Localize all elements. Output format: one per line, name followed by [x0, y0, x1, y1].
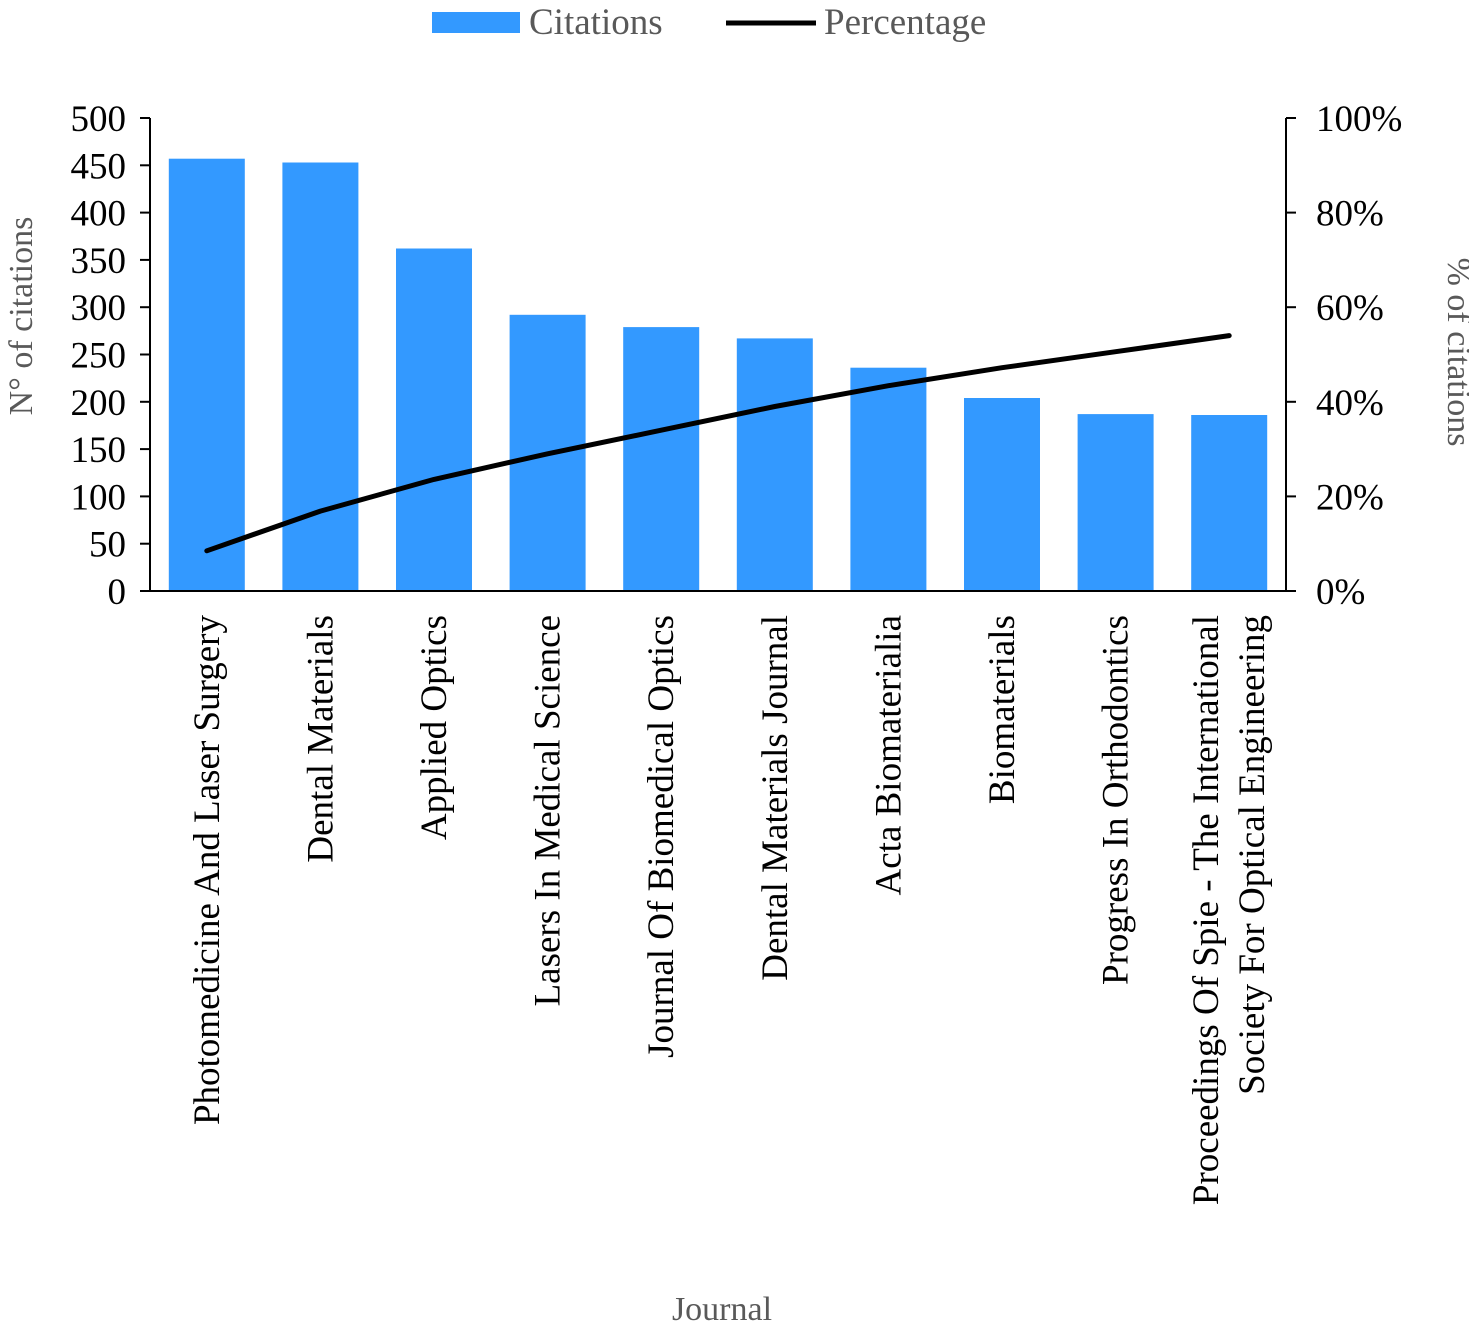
bar-3 [396, 248, 472, 591]
line-series-percentage [204, 333, 1232, 554]
left-tick-label-0: 0 [108, 572, 127, 613]
bar-9 [1077, 414, 1154, 591]
x-axis-title: Journal [672, 1291, 772, 1328]
left-tick-label-250: 250 [71, 336, 127, 377]
right-tick-label-40: 40% [1316, 383, 1384, 424]
category-label-4: Lasers In Medical Science [528, 615, 569, 1006]
category-label-9: Progress In Orthodontics [1096, 615, 1137, 985]
category-label-10-line-2: Society For Optical Engineering [1232, 615, 1273, 1095]
left-axis-ticks: 0 50 100 150 200 250 300 350 400 450 500 [71, 99, 150, 613]
bar-1 [168, 158, 245, 591]
left-tick-label-500: 500 [71, 99, 127, 140]
category-label-2: Dental Materials [300, 615, 341, 863]
y2-axis-title: % of citations [1440, 258, 1469, 447]
right-tick-label-80: 80% [1316, 194, 1384, 235]
bar-7 [850, 367, 927, 591]
left-tick-label-200: 200 [71, 383, 127, 424]
percentage-line [204, 333, 1232, 554]
bar-5 [623, 327, 700, 591]
left-tick-label-400: 400 [71, 194, 127, 235]
bar-10 [1191, 415, 1268, 591]
left-tick-label-350: 350 [71, 241, 127, 282]
right-tick-label-0: 0% [1316, 572, 1365, 613]
right-tick-label-60: 60% [1316, 288, 1384, 329]
category-label-8: Biomaterials [982, 615, 1023, 804]
left-tick-label-300: 300 [71, 288, 127, 329]
category-label-10-line-1: Proceedings Of Spie - The International [1186, 615, 1227, 1205]
y-axis-title: N° of citations [3, 217, 40, 416]
legend: Citations Percentage [432, 2, 986, 43]
left-tick-label-50: 50 [89, 525, 126, 566]
category-label-3: Applied Optics [414, 615, 455, 840]
category-label-6: Dental Materials Journal [755, 615, 796, 981]
right-tick-label-20: 20% [1316, 477, 1384, 518]
category-label-7: Acta Biomaterialia [868, 615, 909, 895]
category-label-5: Journal Of Biomedical Optics [641, 615, 682, 1058]
left-tick-label-450: 450 [71, 146, 127, 187]
legend-label-citations: Citations [529, 2, 663, 43]
left-tick-label-100: 100 [71, 477, 127, 518]
legend-label-percentage: Percentage [824, 2, 986, 43]
legend-swatch-citations [432, 12, 520, 33]
category-label-1: Photomedicine And Laser Surgery [187, 615, 228, 1126]
bar-8 [964, 398, 1040, 591]
right-tick-label-100: 100% [1316, 99, 1402, 140]
category-labels: Photomedicine And Laser Surgery Dental Ma… [187, 615, 1273, 1206]
bar-series-citations [168, 158, 1268, 591]
bar-6 [736, 338, 813, 591]
right-axis-ticks: 0% 20% 40% 60% 80% 100% [1286, 99, 1402, 613]
bar-2 [282, 162, 359, 591]
left-tick-label-150: 150 [71, 430, 127, 471]
